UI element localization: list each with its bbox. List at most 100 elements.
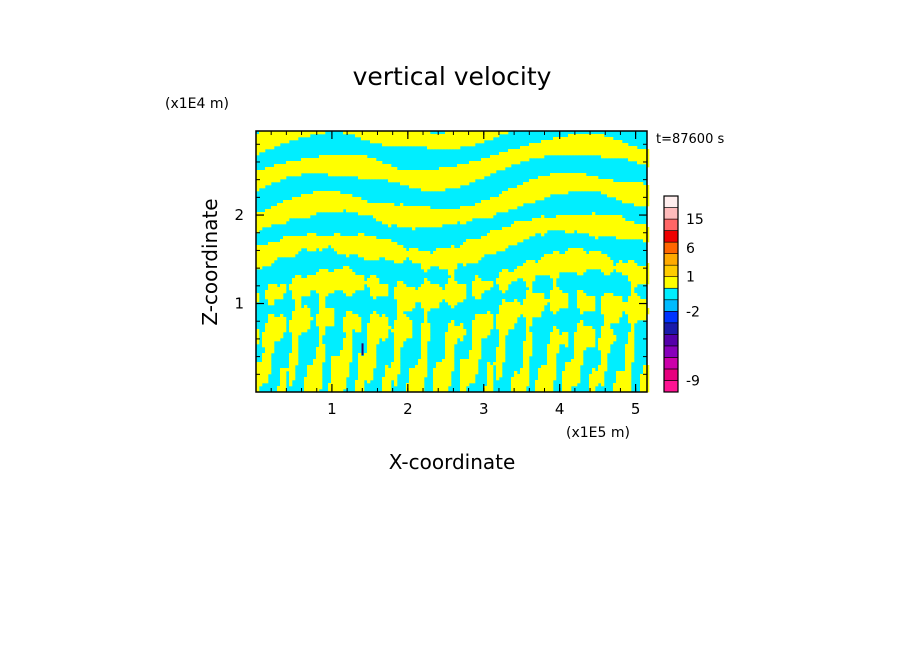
field-cell [610,155,614,159]
field-cell [565,368,569,372]
field-cell [433,215,437,219]
field-cell [346,353,350,357]
field-cell [382,317,386,321]
field-cell [331,317,335,321]
field-cell [559,260,563,264]
field-cell [580,134,584,138]
field-cell [277,338,281,342]
field-cell [607,221,611,225]
field-cell [520,155,524,159]
field-cell [454,179,458,183]
field-cell [562,149,566,153]
field-cell [334,269,338,273]
field-cell [559,335,563,339]
field-cell [598,338,602,342]
field-cell [643,194,647,198]
field-cell [400,176,404,180]
field-cell [322,296,326,300]
field-cell [460,206,464,210]
field-cell [553,227,557,231]
field-cell [613,317,617,321]
field-cell [562,182,566,186]
field-cell [472,212,476,216]
field-cell [463,134,467,138]
field-cell [571,182,575,186]
field-cell [328,278,332,282]
field-cell [526,302,530,306]
field-cell [367,134,371,138]
field-cell [505,308,509,312]
field-cell [580,176,584,180]
field-cell [397,365,401,369]
field-cell [550,296,554,300]
field-cell [577,152,581,156]
field-cell [427,212,431,216]
field-cell [286,248,290,252]
field-cell [544,194,548,198]
field-cell [409,296,413,300]
field-cell [469,248,473,252]
field-cell [523,368,527,372]
field-cell [289,251,293,255]
field-cell [265,368,269,372]
field-cell [433,251,437,255]
field-cell [283,215,287,219]
field-cell [319,275,323,279]
field-cell [433,212,437,216]
field-cell [595,257,599,261]
field-cell [409,323,413,327]
field-cell [487,161,491,165]
field-cell [256,245,260,249]
field-cell [574,134,578,138]
field-cell [421,179,425,183]
field-cell [568,134,572,138]
field-cell [499,200,503,204]
field-cell [358,158,362,162]
field-cell [397,353,401,357]
field-cell [292,368,296,372]
field-cell [487,203,491,207]
field-cell [292,164,296,168]
field-cell [631,149,635,153]
field-cell [271,131,275,135]
field-cell [298,248,302,252]
field-cell [409,206,413,210]
field-cell [601,365,605,369]
field-cell [628,149,632,153]
field-cell [610,188,614,192]
field-cell [403,296,407,300]
field-cell [580,344,584,348]
field-cell [616,230,620,234]
field-cell [502,245,506,249]
field-cell [322,239,326,243]
field-cell [424,371,428,375]
field-cell [565,149,569,153]
field-cell [268,287,272,291]
field-cell [385,173,389,177]
field-cell [397,302,401,306]
field-cell [268,221,272,225]
field-cell [508,188,512,192]
field-cell [361,371,365,375]
field-cell [610,140,614,144]
field-cell [268,365,272,369]
field-cell [280,173,284,177]
field-cell [625,143,629,147]
field-cell [595,224,599,228]
field-cell [628,275,632,279]
field-cell [400,335,404,339]
field-cell [334,248,338,252]
field-cell [274,212,278,216]
field-cell [322,305,326,309]
field-cell [418,143,422,147]
field-cell [532,197,536,201]
field-cell [616,311,620,315]
field-cell [460,332,464,336]
field-cell [397,329,401,333]
field-cell [397,338,401,342]
field-cell [439,296,443,300]
field-cell [298,293,302,297]
field-cell [256,170,260,174]
field-cell [451,221,455,225]
field-cell [382,215,386,219]
